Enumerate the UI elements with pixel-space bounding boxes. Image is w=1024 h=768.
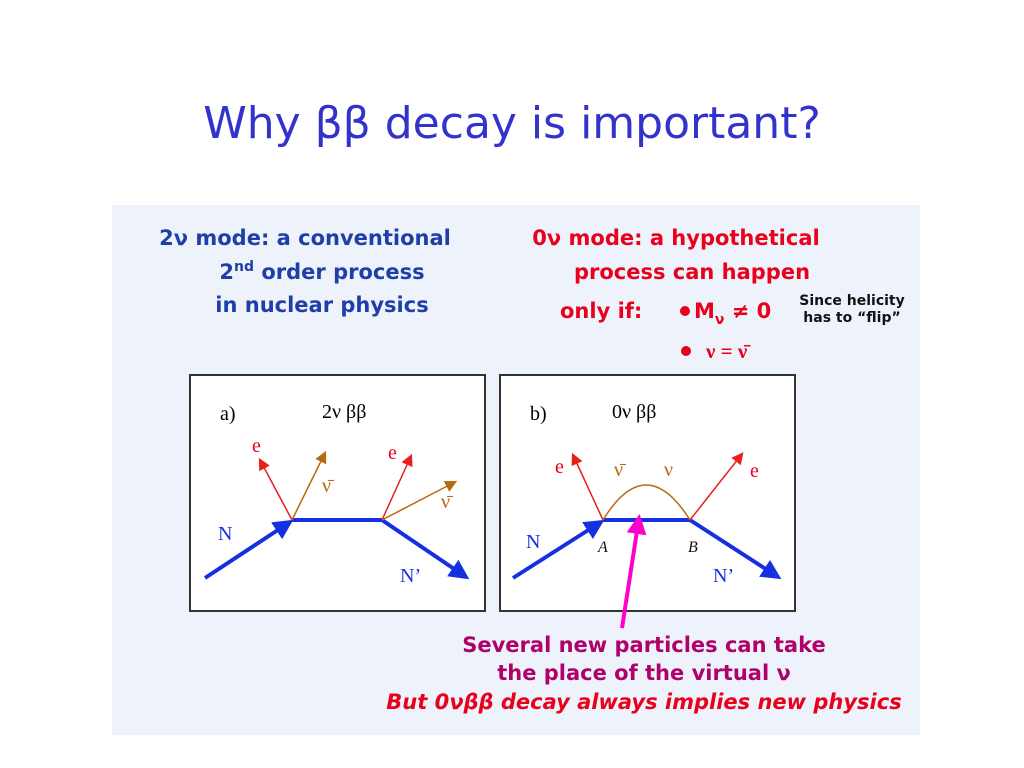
nucleon-line: [688, 518, 782, 580]
left-heading: 2ν mode: a conventional: [159, 226, 451, 250]
left-heading: in nuclear physics: [215, 293, 428, 317]
right-heading: 0ν mode: a hypothetical: [532, 226, 819, 250]
particle-label: e: [555, 456, 564, 478]
electron-line: [689, 452, 744, 521]
condition: ν = ν̄: [705, 339, 751, 363]
electron-line: [381, 453, 413, 521]
nucleon-line: [511, 519, 605, 580]
pointer-arrow: [620, 514, 647, 629]
text: order process: [254, 260, 425, 284]
electron-line: [571, 452, 604, 521]
caption: Several new particles can take: [462, 633, 825, 657]
caption: the place of the virtual ν: [497, 661, 791, 685]
superscript: nd: [234, 259, 254, 275]
condition: Mν ≠ 0: [694, 299, 771, 328]
caption: But 0νββ decay always implies new physic…: [386, 690, 901, 714]
vertex-label: B: [688, 539, 698, 556]
particle-label: N: [218, 523, 232, 545]
right-heading: process can happen: [574, 260, 810, 284]
left-heading: 2nd order process: [219, 259, 424, 284]
text: 2: [219, 260, 234, 284]
vertex-label: A: [597, 539, 608, 556]
particle-label: N’: [713, 565, 734, 587]
nucleon-line: [380, 518, 470, 580]
bullet: [680, 306, 690, 316]
process-label: 0ν ββ: [612, 401, 656, 423]
electron-line: [258, 457, 293, 521]
process-label: 2ν ββ: [322, 401, 366, 423]
note: has to “flip”: [803, 310, 900, 326]
note: Since helicity: [799, 293, 905, 309]
text: ≠ 0: [724, 299, 771, 323]
neutrino-line: [291, 450, 327, 521]
subscript: ν: [715, 312, 725, 328]
right-heading: only if:: [560, 299, 642, 323]
particle-label: ν: [664, 459, 673, 481]
particle-label: e: [388, 442, 397, 464]
panel-label: b): [530, 403, 547, 425]
virtual-neutrino: [602, 484, 691, 521]
particle-label: N’: [400, 565, 421, 587]
particle-label: N: [526, 531, 540, 553]
particle-label: e: [750, 460, 759, 482]
diagram-box: [189, 374, 486, 612]
title: Why ββ decay is important?: [203, 98, 821, 149]
particle-label: e: [252, 435, 261, 457]
text: M: [694, 299, 715, 323]
panel-label: a): [220, 403, 236, 425]
diagram-box: [499, 374, 796, 612]
neutrino-line: [381, 480, 458, 521]
bullet: [681, 346, 691, 356]
nucleon-line: [203, 519, 294, 580]
